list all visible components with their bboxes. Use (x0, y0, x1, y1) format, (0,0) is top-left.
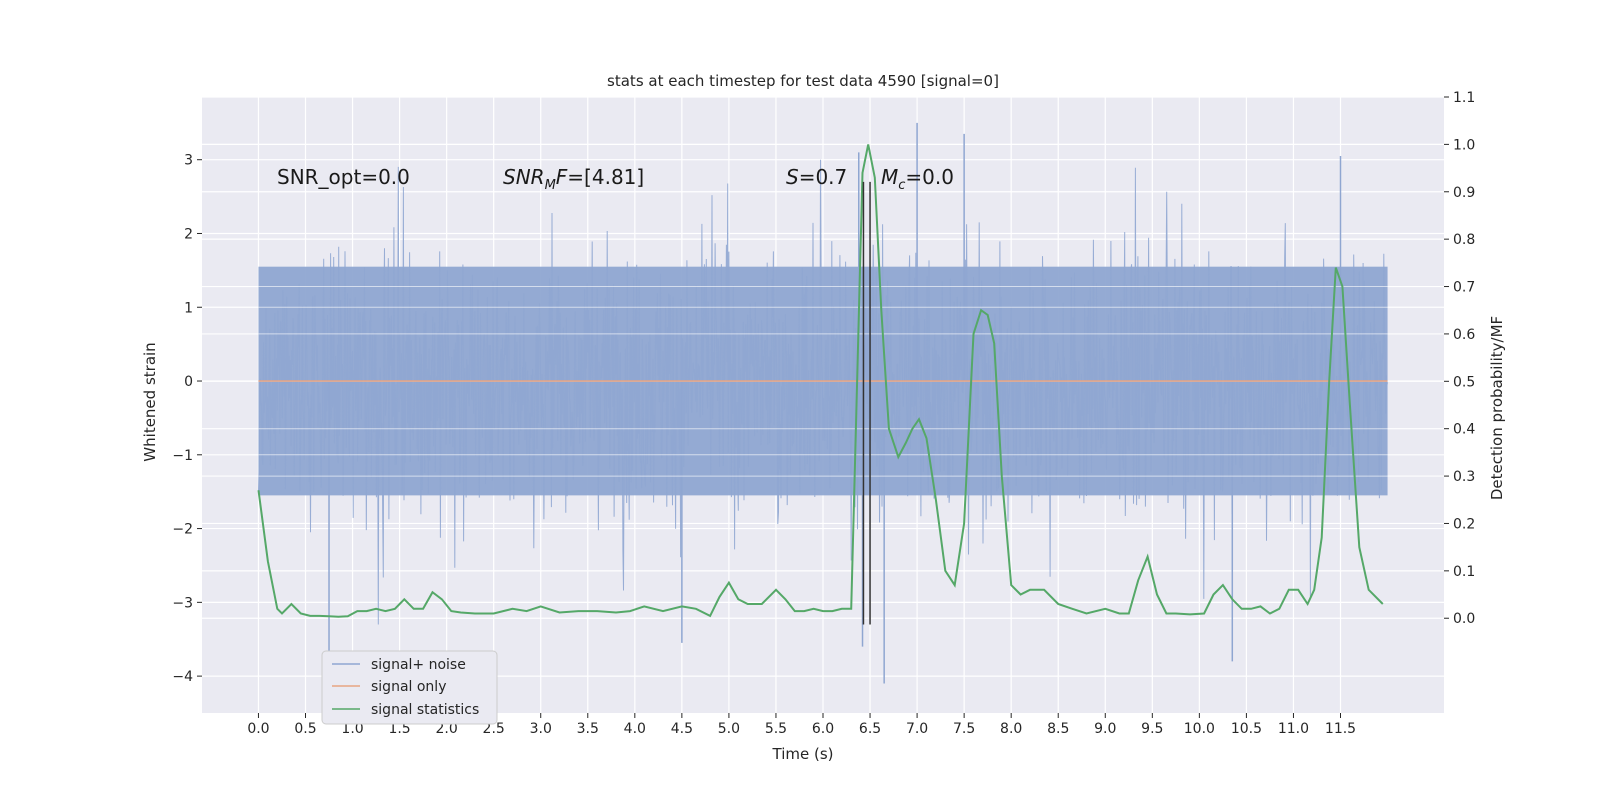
x-tick-label: 2.5 (483, 721, 505, 737)
legend-label-signal-statistics: signal statistics (371, 702, 479, 718)
x-tick-label: 10.5 (1231, 721, 1262, 737)
x-tick-label: 9.5 (1141, 721, 1163, 737)
x-tick-label: 1.5 (388, 721, 410, 737)
y-right-tick-label: 1.0 (1453, 137, 1475, 153)
y-left-tick-label: −1 (172, 448, 193, 464)
y-right-tick-label: 0.8 (1453, 232, 1475, 248)
y-right-tick-label: 0.2 (1453, 516, 1475, 532)
x-tick-label: 3.0 (530, 721, 552, 737)
legend-label-signal-only: signal only (371, 679, 446, 695)
x-tick-label: 2.0 (436, 721, 458, 737)
x-axis-label: Time (s) (772, 745, 834, 763)
annotation-mc-sub: c (898, 178, 905, 193)
y-right-tick-label: 0.3 (1453, 469, 1475, 485)
x-tick-label: 5.0 (718, 721, 740, 737)
annotation-mc-label: M (881, 165, 898, 189)
x-tick-label: 10.0 (1184, 721, 1215, 737)
legend-label-signal-plus-noise: signal+ noise (371, 657, 466, 673)
annotation-s-value: =0.7 (799, 165, 848, 189)
y-left-tick-label: 1 (184, 300, 193, 316)
y-left-tick-label: 2 (184, 226, 193, 242)
x-tick-label: 1.0 (341, 721, 363, 737)
y-right-tick-label: 0.6 (1453, 327, 1475, 343)
annotation-snr-mf-f: F (556, 165, 568, 189)
y-left-tick-label: −2 (172, 522, 193, 538)
y-right-tick-label: 0.9 (1453, 185, 1475, 201)
annotation-snr-mf-label: SNR (503, 165, 545, 189)
annotation-snr-mf: SNRMF=[4.81] (503, 165, 644, 193)
x-tick-label: 4.5 (671, 721, 693, 737)
y-left-axis-ticks: −4 −3 −2 −1 0 1 2 3 (172, 153, 202, 685)
y-right-axis-ticks: 0.0 0.1 0.2 0.3 0.4 0.5 0.6 0.7 0.8 0.9 1.0 1.1 (1444, 90, 1475, 627)
x-tick-label: 3.5 (577, 721, 599, 737)
y-left-tick-label: 0 (184, 374, 193, 390)
x-tick-label: 7.0 (906, 721, 928, 737)
vertical-marker-lines (862, 181, 871, 625)
y-right-tick-label: 0.4 (1453, 422, 1475, 438)
annotation-snr-opt: SNR_opt=0.0 (277, 165, 410, 189)
legend-box (321, 650, 498, 725)
y-left-tick-label: −3 (172, 595, 193, 611)
annotation-s-label: S (786, 165, 799, 189)
x-tick-label: 8.0 (1000, 721, 1022, 737)
annotation-mc: Mc=0.0 (881, 165, 954, 193)
x-tick-label: 8.5 (1047, 721, 1069, 737)
legend: signal+ noise signal only signal statist… (321, 650, 498, 725)
x-axis-ticks: 0.0 0.5 1.0 1.5 2.0 2.5 3.0 3.5 4.0 4.5 5.0 5.5 6.0 6… (247, 713, 1356, 737)
x-tick-label: 6.0 (812, 721, 834, 737)
x-tick-label: 11.5 (1325, 721, 1356, 737)
chart-title: stats at each timestep for test data 459… (607, 72, 999, 90)
x-tick-label: 9.0 (1094, 721, 1116, 737)
x-tick-label: 5.5 (765, 721, 787, 737)
signal-statistics-line (257, 144, 1384, 618)
x-tick-label: 6.5 (859, 721, 881, 737)
y-right-tick-label: 1.1 (1453, 90, 1475, 106)
annotation-s: S=0.7 (786, 165, 847, 189)
annotations: SNR_opt=0.0 SNRMF=[4.81] S=0.7 Mc=0.0 (277, 165, 954, 193)
y-right-axis-label: Detection probability/MF (1488, 316, 1506, 500)
y-left-axis-label: Whitened strain (141, 342, 159, 461)
x-tick-label: 11.0 (1278, 721, 1309, 737)
x-tick-label: 4.0 (624, 721, 646, 737)
y-right-tick-label: 0.0 (1453, 611, 1475, 627)
y-left-tick-label: 3 (184, 153, 193, 169)
y-left-tick-label: −4 (172, 669, 193, 685)
annotation-mc-value: =0.0 (905, 165, 954, 189)
annotation-snr-mf-sub: M (545, 178, 556, 193)
x-tick-label: 0.0 (247, 721, 269, 737)
x-tick-label: 7.5 (953, 721, 975, 737)
y-right-tick-label: 0.1 (1453, 564, 1475, 580)
y-right-tick-label: 0.5 (1453, 374, 1475, 390)
series-signal-statistics (257, 144, 1384, 618)
y-right-tick-label: 0.7 (1453, 280, 1475, 296)
annotation-snr-mf-value: =[4.81] (567, 165, 644, 189)
signal-plus-noise-line (258, 159, 1388, 625)
x-tick-label: 0.5 (294, 721, 316, 737)
